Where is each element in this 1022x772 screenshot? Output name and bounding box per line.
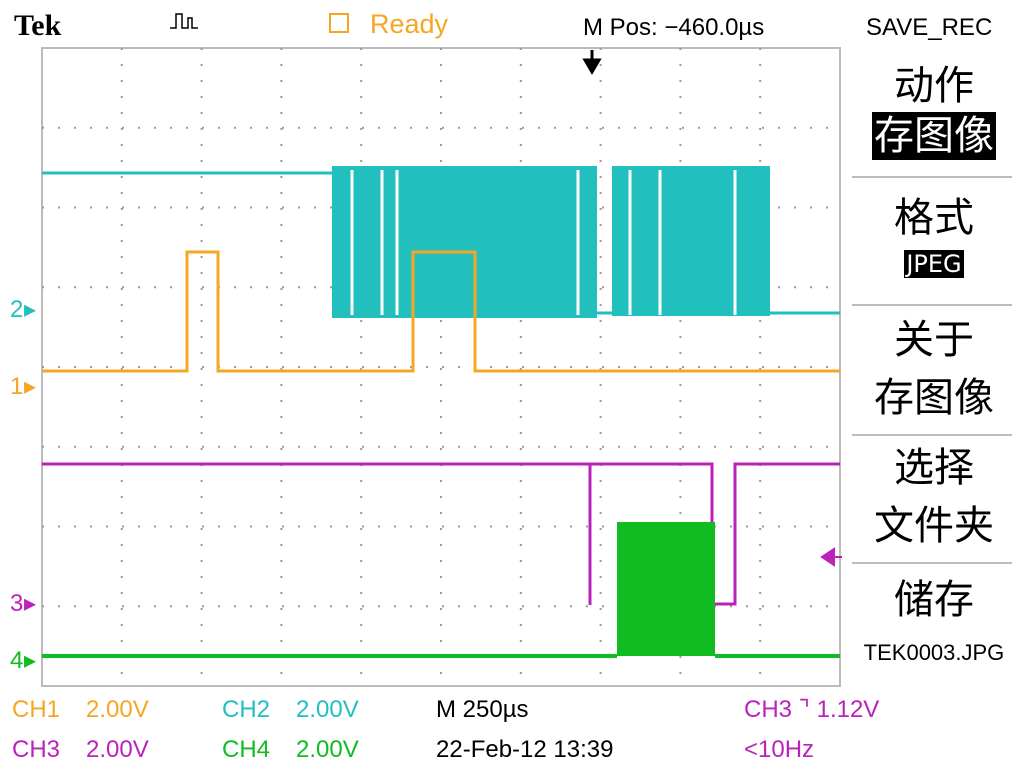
menu-label: 格式 xyxy=(848,194,1020,242)
ch3-label: CH3 xyxy=(12,736,60,764)
ch3-trace xyxy=(42,464,840,605)
menu-value[interactable]: 存图像 xyxy=(872,112,996,160)
menu-label: 动作 xyxy=(848,62,1020,110)
ch3-marker: 3 xyxy=(10,590,23,618)
trigger: CH3 ⌝ 1.12V xyxy=(744,696,879,724)
ch1-marker: 1 xyxy=(10,373,23,401)
menu-label[interactable]: 储存 xyxy=(848,576,1020,624)
run-icon xyxy=(330,14,348,32)
ch2-marker: 2 xyxy=(10,296,23,324)
trigger-frequency: <10Hz xyxy=(744,736,814,764)
menu-label[interactable]: 关于 xyxy=(848,316,1020,364)
graticule-frame xyxy=(42,48,840,686)
brand: Tek xyxy=(14,12,61,40)
ch2-burst xyxy=(612,166,770,316)
graticule xyxy=(42,48,840,686)
position: M Pos: −460.0µs xyxy=(583,14,764,42)
menu-value[interactable]: JPEG xyxy=(904,250,963,278)
ch1-label: CH1 xyxy=(12,696,60,724)
ch4-label: CH4 xyxy=(222,736,270,764)
ch2-scale: 2.00V xyxy=(296,696,359,724)
menu-label[interactable]: 选择 xyxy=(848,444,1020,492)
ch2-burst xyxy=(332,166,597,318)
menu-label[interactable]: 存图像 xyxy=(848,374,1020,422)
acq-status: Ready xyxy=(370,10,448,38)
ch3-scale: 2.00V xyxy=(86,736,149,764)
menu-title: SAVE_REC xyxy=(866,14,992,42)
menu-label[interactable]: 文件夹 xyxy=(848,502,1020,550)
ch2-label: CH2 xyxy=(222,696,270,724)
ch4-marker: 4 xyxy=(10,647,23,675)
menu-value[interactable]: TEK0003.JPG xyxy=(848,640,1020,666)
ch1-scale: 2.00V xyxy=(86,696,149,724)
date-time: 22-Feb-12 13:39 xyxy=(436,736,613,764)
ch4-scale: 2.00V xyxy=(296,736,359,764)
scope-screen: Tek Ready M Pos: −460.0µs SAVE_REC 动作 存图… xyxy=(0,0,1022,772)
ch4-burst xyxy=(617,522,715,656)
acquire-icon xyxy=(170,14,198,28)
timebase: M 250µs xyxy=(436,696,529,724)
trigger-position xyxy=(585,50,599,72)
